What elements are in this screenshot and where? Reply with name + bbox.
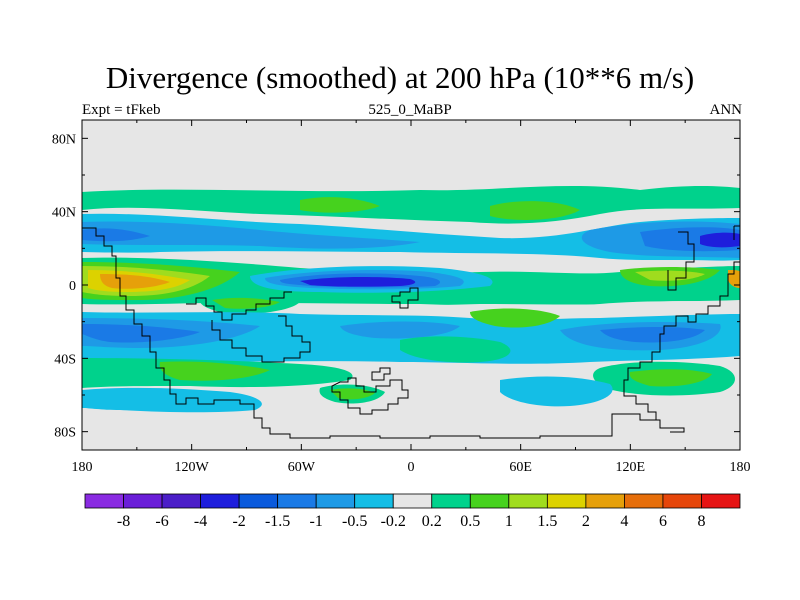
colorbar-box	[469, 493, 510, 509]
time-label: 525_0_MaBP	[368, 102, 452, 118]
colorbar-box	[123, 493, 163, 509]
y-tick-label: 80S	[54, 426, 76, 441]
contour-south-positive-atlantic	[400, 336, 511, 363]
contour-south-negative-dark	[82, 324, 200, 343]
contour-north-neutral	[82, 207, 740, 237]
x-tick-label: 0	[408, 460, 415, 475]
colorbar-label: 1	[505, 513, 513, 530]
plot-title: Divergence (smoothed) at 200 hPa (10**6 …	[105, 60, 695, 95]
contour-south-negative-east-dark	[600, 327, 705, 343]
colorbar-label: -6	[155, 513, 168, 530]
contour-south-positive-indian	[470, 308, 560, 328]
continent-outlines	[82, 225, 740, 439]
contour-north-green-patch	[300, 197, 380, 213]
colorbar-label: -1	[310, 513, 323, 530]
colorbar-label: 8	[697, 513, 705, 530]
experiment-label: Expt = tFkeb	[82, 102, 161, 118]
colorbar-box	[431, 493, 471, 509]
colorbar-label: 4	[620, 513, 628, 530]
contour-south-negative-center	[340, 321, 460, 339]
colorbar-box	[277, 493, 317, 509]
colorbar-boxes	[84, 493, 741, 509]
colorbar-box	[200, 493, 240, 509]
colorbar-box	[701, 493, 741, 509]
colorbar-box	[354, 493, 394, 509]
colorbar-box	[392, 493, 433, 509]
y-tick-label: 40S	[54, 352, 76, 367]
colorbar-box	[585, 493, 625, 509]
x-tick-label: 60E	[509, 460, 532, 475]
colorbar-label: 0.5	[460, 513, 480, 530]
contour-north-negative-east-core	[700, 232, 740, 248]
contour-south-positive-east-mid	[629, 369, 712, 387]
colorbar-label: 0.2	[422, 513, 442, 530]
contour-equator-positive-east-yg	[635, 270, 705, 281]
coastline-asia-islands	[733, 225, 740, 240]
contour-equator-negative-core	[300, 276, 416, 287]
contour-north-green-patch-2	[490, 201, 580, 220]
divergence-contours	[82, 185, 740, 413]
colorbar-box	[84, 493, 124, 509]
coastline-north-america-gulf	[186, 291, 292, 321]
colorbar-box	[161, 493, 201, 509]
colorbar-box	[624, 493, 664, 509]
colorbar-labels: -8 -6 -4 -2 -1.5 -1 -0.5 -0.2 0.2 0.5 1 1.5 2 4 6 8	[117, 513, 706, 530]
contour-south-positive-lower-mid	[159, 361, 270, 381]
contour-south-negative-lower-east	[500, 376, 613, 407]
colorbar-label: 6	[659, 513, 667, 530]
x-tick-label: 120E	[616, 460, 646, 475]
colorbar-label: -0.2	[381, 513, 406, 530]
x-tick-label: 60W	[288, 460, 316, 475]
contour-north-negative-mid	[82, 221, 420, 249]
x-tick-label: 120W	[175, 460, 210, 475]
colorbar-box	[508, 493, 548, 509]
coastline-south-america-west	[82, 227, 685, 439]
colorbar-box	[546, 493, 587, 509]
axes-ticks: 180 120W 60W 0 60E 120E 180 80N 40N 0 40S 80S	[52, 120, 751, 475]
x-tick-label: 180	[730, 460, 751, 475]
coastline-antarctic-peninsula	[331, 377, 409, 415]
colorbar-box	[662, 493, 702, 509]
x-tick-label: 180	[72, 460, 93, 475]
colorbar-box	[315, 493, 356, 509]
contour-south-positive-pacific-core	[212, 297, 280, 309]
y-tick-label: 40N	[52, 206, 76, 221]
contour-equator-neutral-upper	[82, 252, 740, 274]
colorbar-label: 2	[582, 513, 590, 530]
contour-band-north-negative	[82, 213, 740, 262]
colorbar-label: 1.5	[537, 513, 557, 530]
coastline-australia	[623, 261, 740, 420]
colorbar-label: -4	[194, 513, 207, 530]
contour-north-negative-west-deep	[82, 228, 150, 242]
coastline-island-south-atlantic	[371, 367, 391, 381]
colorbar-label: -8	[117, 513, 130, 530]
colorbar-label: -2	[232, 513, 245, 530]
colorbar-label: -1.5	[265, 513, 290, 530]
colorbar-box	[238, 493, 279, 509]
colorbar-label: -0.5	[342, 513, 367, 530]
coastline-south-america-east	[211, 315, 311, 363]
season-label: ANN	[709, 102, 743, 118]
y-tick-label: 0	[69, 279, 76, 294]
coastline-africa-north	[391, 287, 419, 309]
contour-south-negative-lower-west	[82, 387, 262, 413]
y-tick-label: 80N	[52, 132, 76, 147]
coastline-asia-east	[667, 231, 695, 291]
